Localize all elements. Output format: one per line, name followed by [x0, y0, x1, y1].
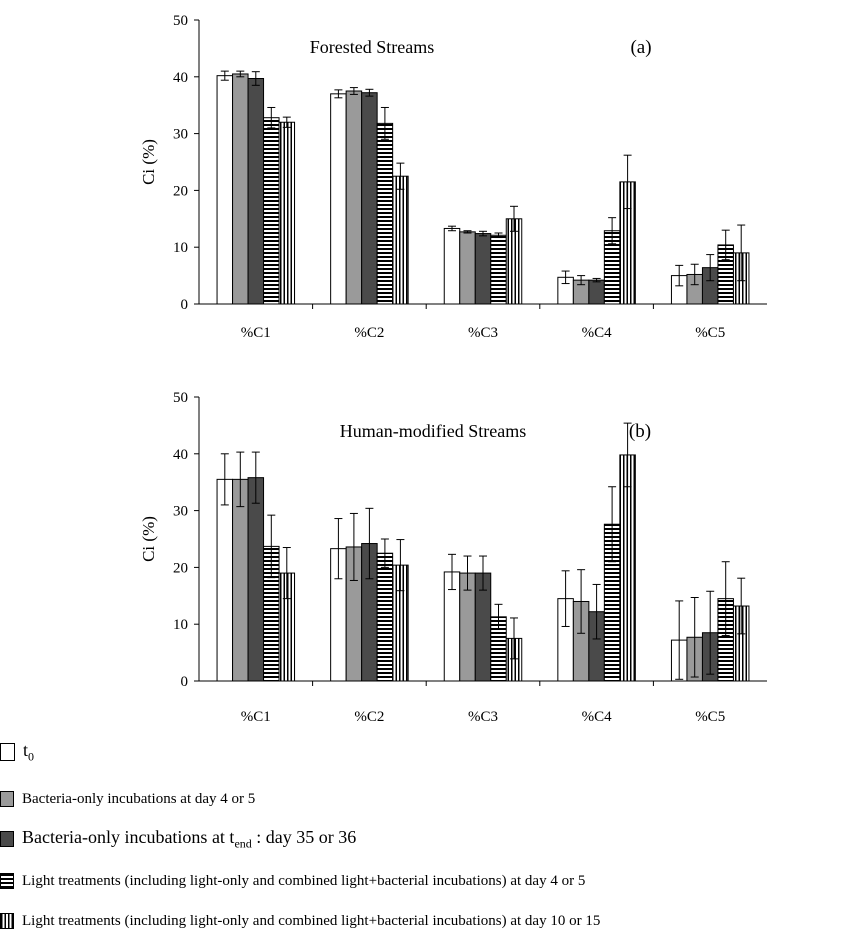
legend-label-light-day4-5: Light treatments (including light-only a… [22, 872, 586, 889]
y-tick-label: 30 [173, 504, 188, 520]
bar-t0 [216, 75, 234, 305]
legend-swatch-t0 [0, 743, 15, 761]
x-tick-label: %C5 [695, 709, 725, 725]
legend-label-light-day10-15: Light treatments (including light-only a… [22, 912, 601, 929]
legend-swatch-bacteria-tend [0, 831, 14, 847]
x-tick-label: %C4 [582, 709, 613, 725]
x-tick-label: %C1 [241, 709, 271, 725]
x-tick-label: %C3 [468, 325, 498, 341]
x-tick-label: %C3 [468, 709, 498, 725]
y-axis-label: Ci (%) [139, 139, 158, 185]
x-tick-label: %C4 [582, 325, 613, 341]
legend-item-bacteria-tend: Bacteria-only incubations at tend : day … [0, 827, 356, 851]
legend-item-bacteria-day4-5: Bacteria-only incubations at day 4 or 5 [0, 787, 255, 811]
y-tick-label: 10 [173, 240, 188, 256]
x-tick-label: %C2 [354, 325, 384, 341]
legend-label-t0: t0 [23, 739, 35, 764]
y-tick-label: 20 [173, 560, 188, 576]
legend-swatch-bacteria-day4-5 [0, 791, 14, 807]
y-tick-label: 0 [181, 297, 189, 313]
chart-title: Human-modified Streams [340, 421, 526, 441]
y-axis-label: Ci (%) [139, 516, 158, 562]
y-tick-label: 50 [173, 13, 188, 29]
legend-swatch-light-day4-5 [0, 873, 14, 889]
bar-t0 [443, 227, 461, 305]
y-tick-label: 20 [173, 183, 188, 199]
legend-item-t0: t0 [0, 740, 34, 764]
bar-bact_tend [588, 279, 605, 305]
x-tick-label: %C5 [695, 325, 725, 341]
y-tick-label: 10 [173, 617, 188, 633]
legend-item-light-day10-15: Light treatments (including light-only a… [0, 909, 600, 933]
bar-bact_day4_5 [232, 478, 249, 682]
bar-bact_tend [247, 78, 265, 305]
bar-bact_day4_5 [232, 73, 249, 305]
legend-label-bacteria-tend: Bacteria-only incubations at tend : day … [22, 826, 357, 851]
bar-t0 [330, 93, 347, 305]
bar-bact_day4_5 [459, 231, 476, 305]
bar-bact_tend [361, 92, 378, 305]
bar-light_day4_5 [376, 552, 394, 682]
panel-label: (a) [630, 37, 651, 58]
bar-light_day10_15 [392, 175, 409, 305]
legend-item-light-day4-5: Light treatments (including light-only a… [0, 869, 585, 893]
x-tick-label: %C1 [241, 325, 271, 341]
bar-light_day4_5 [263, 117, 280, 305]
y-tick-label: 50 [173, 390, 188, 406]
y-tick-label: 30 [173, 127, 188, 143]
chart-panel-b: 0 10 20 30 40 50 Ci (%) Human-modified Streams (… [139, 390, 767, 725]
bar-light_day4_5 [490, 234, 507, 305]
legend-label-bacteria-day4-5: Bacteria-only incubations at day 4 or 5 [22, 790, 256, 807]
y-tick-label: 40 [173, 70, 188, 86]
chart-title: Forested Streams [310, 37, 434, 57]
x-tick-label: %C2 [354, 709, 384, 725]
bar-bact_tend [247, 477, 265, 682]
bar-bact_day4_5 [345, 90, 363, 305]
bar-light_day4_5 [376, 122, 394, 305]
y-tick-label: 40 [173, 447, 188, 463]
panel-label: (b) [629, 421, 651, 442]
bar-light_day10_15 [619, 454, 636, 682]
bar-t0 [216, 478, 234, 682]
legend-swatch-light-day10-15 [0, 913, 14, 929]
y-tick-label: 0 [181, 674, 189, 690]
chart-panel-a: 0 10 20 30 40 50 Ci (%) Forested Streams (a) %C1%… [139, 13, 767, 341]
bar-light_day10_15 [278, 121, 296, 305]
bar-bact_tend [474, 233, 492, 305]
